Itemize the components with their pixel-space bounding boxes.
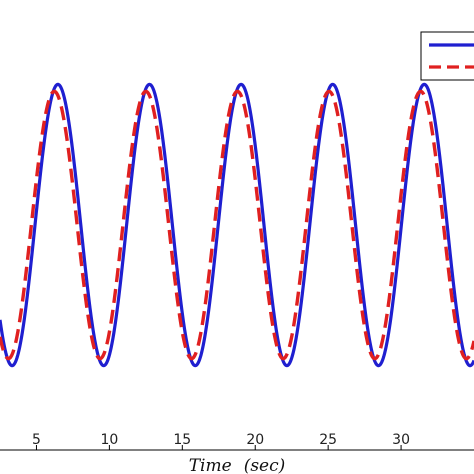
x-tick-label-25: 25 <box>319 432 337 448</box>
x-tick-label-15: 15 <box>173 432 191 448</box>
series-layer <box>0 82 474 368</box>
legend <box>420 31 474 81</box>
x-axis-label-unit: (sec) <box>244 456 286 474</box>
x-axis-label-text: Time <box>189 456 232 474</box>
x-tick-label-5: 5 <box>32 432 41 448</box>
x-tick-label-30: 30 <box>392 432 410 448</box>
x-tick-label-10: 10 <box>100 432 118 448</box>
series-line-2 <box>0 89 474 361</box>
x-axis-label: Time (sec) <box>189 456 286 474</box>
legend-box <box>420 31 474 81</box>
x-tick-label-20: 20 <box>246 432 264 448</box>
x-axis: 5 10 15 20 25 30 <box>0 432 474 451</box>
plot-area <box>0 0 474 450</box>
